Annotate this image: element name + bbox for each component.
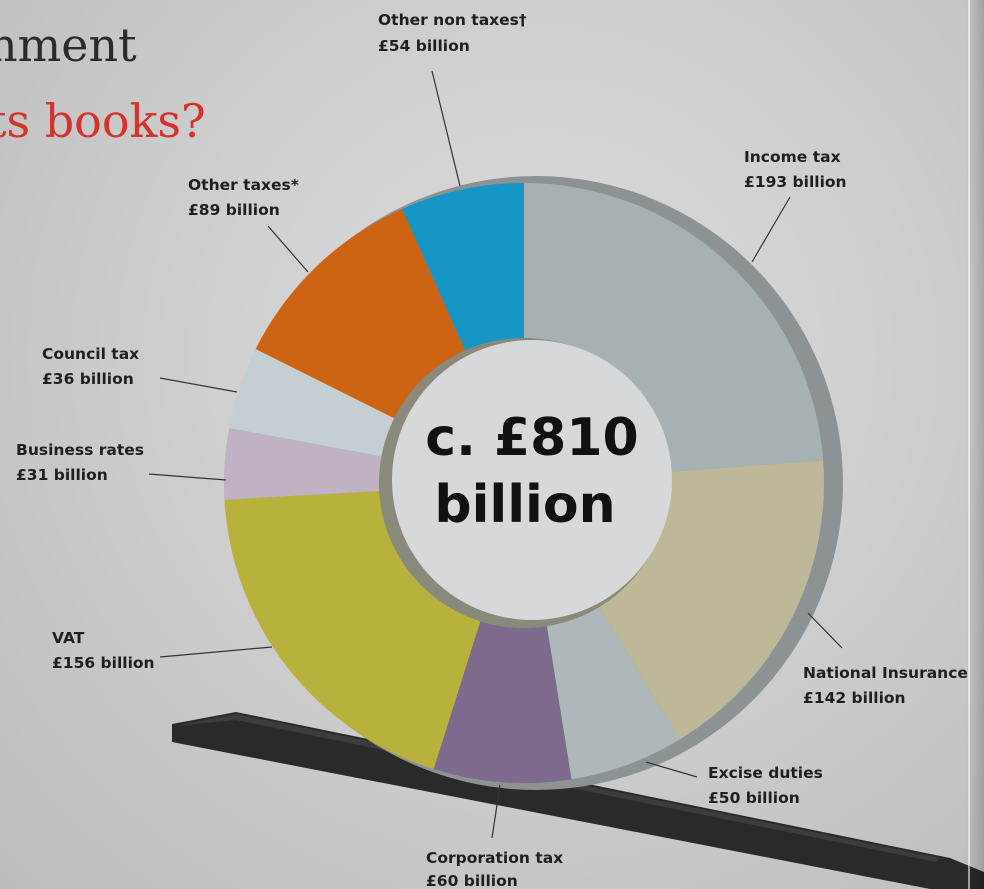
label-other-taxes: Other taxes* — [188, 176, 299, 194]
leader-line-vat — [159, 646, 273, 658]
slice-council-tax — [229, 349, 395, 457]
slice-national-insurance — [599, 460, 824, 740]
leader-line-council-tax — [159, 377, 238, 393]
value-excise-duties: £50 billion — [708, 789, 800, 807]
slice-business-rates — [223, 428, 382, 500]
headline-line-1: nment — [0, 18, 137, 72]
label-excise-duties: Excise duties — [708, 764, 823, 782]
slice-other-non-taxes — [402, 183, 524, 351]
label-council-tax: Council tax — [42, 345, 139, 363]
slice-income-tax — [524, 183, 824, 473]
value-other-taxes: £89 billion — [188, 201, 280, 219]
slice-excise-duties — [546, 606, 680, 780]
leader-line-corporation-tax — [491, 784, 501, 839]
leader-line-excise-duties — [645, 761, 698, 778]
slice-labels: Income tax £193 billion National Insuran… — [16, 11, 968, 889]
page-edge-line — [968, 0, 970, 889]
donut-slices — [223, 183, 824, 783]
value-council-tax: £36 billion — [42, 370, 134, 388]
donut-hole — [392, 340, 672, 620]
value-national-insurance: £142 billion — [803, 689, 906, 707]
headline-line-2: ts books? — [0, 94, 206, 148]
slice-other-taxes — [255, 208, 466, 419]
value-business-rates: £31 billion — [16, 466, 108, 484]
value-other-non-taxes: £54 billion — [378, 37, 470, 55]
total-label-line-2: billion — [434, 475, 615, 535]
leader-line-income-tax — [751, 196, 791, 263]
value-vat: £156 billion — [52, 654, 155, 672]
total-label-line-1: c. £810 — [425, 408, 638, 468]
chart-stand-highlight — [174, 714, 940, 862]
leader-line-other-taxes — [267, 225, 309, 273]
label-national-insurance: National Insurance — [803, 664, 968, 682]
slice-corporation-tax — [433, 621, 572, 783]
leader-line-business-rates — [148, 473, 227, 481]
label-vat: VAT — [52, 629, 85, 647]
page-edge-shade — [966, 0, 984, 889]
leader-line-national-insurance — [807, 612, 843, 649]
leader-lines — [148, 70, 843, 839]
slice-vat — [224, 491, 481, 770]
value-corporation-tax: £60 billion — [426, 872, 518, 889]
label-corporation-tax: Corporation tax — [426, 849, 563, 867]
label-other-non-taxes: Other non taxes† — [378, 11, 527, 29]
leader-line-other-non-taxes — [431, 70, 461, 187]
label-income-tax: Income tax — [744, 148, 841, 166]
label-business-rates: Business rates — [16, 441, 144, 459]
chart-stand — [172, 712, 984, 889]
value-income-tax: £193 billion — [744, 173, 847, 191]
